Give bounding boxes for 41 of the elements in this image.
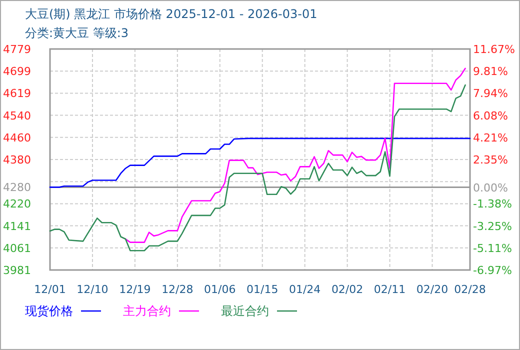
x-tick-label: 02/11 (374, 283, 406, 296)
x-tick-label: 12/19 (119, 283, 151, 296)
chart-title: 大豆(期) 黑龙江 市场价格 2025-12-01 - 2026-03-01 (25, 7, 318, 21)
x-tick-label: 12/10 (76, 283, 108, 296)
y-tick-label: 4280 (3, 181, 31, 194)
x-tick-label: 12/28 (162, 283, 194, 296)
x-tick-label: 01/06 (204, 283, 236, 296)
line-series (49, 138, 471, 188)
y2-tick-label: 7.94% (473, 87, 508, 100)
x-tick-label: 02/28 (454, 283, 486, 296)
legend-label: 最近合约 (221, 304, 269, 318)
y-tick-label: 4779 (3, 43, 31, 56)
y-tick-label: 4061 (3, 242, 31, 255)
y2-tick-label: 11.67% (473, 43, 515, 56)
y-tick-label: 4380 (3, 154, 31, 166)
y2-tick-label: -3.25% (473, 220, 512, 233)
y2-tick-label: 4.21% (473, 131, 508, 144)
x-tick-label: 02/20 (416, 283, 448, 296)
legend-label: 主力合约 (123, 304, 171, 318)
y2-tick-label: 6.08% (473, 109, 508, 122)
y-tick-label: 3981 (3, 264, 31, 277)
y2-tick-label: 9.81% (473, 65, 508, 78)
legend-label: 现货价格 (25, 304, 73, 318)
y-tick-label: 4141 (3, 220, 31, 233)
y2-tick-label: -5.11% (473, 242, 512, 255)
x-tick-label: 12/01 (34, 283, 66, 296)
x-tick-label: 02/02 (331, 283, 364, 296)
y-tick-label: 4540 (3, 109, 31, 122)
x-tick-label: 01/24 (288, 283, 321, 296)
y-tick-label: 4460 (3, 131, 31, 144)
line-series (124, 68, 466, 243)
y-tick-label: 4619 (3, 87, 31, 100)
y2-tick-label: 0.00% (473, 181, 508, 194)
chart-subtitle: 分类:黄大豆 等级:3 (25, 26, 129, 40)
y2-tick-label: -1.38% (473, 198, 512, 211)
line-series (49, 84, 466, 252)
y2-tick-label: -6.97% (473, 264, 512, 277)
x-tick-label: 01/15 (246, 283, 278, 296)
y-tick-label: 4699 (3, 65, 31, 78)
y-tick-label: 4220 (3, 198, 31, 211)
y2-tick-label: 2.35% (473, 154, 508, 166)
